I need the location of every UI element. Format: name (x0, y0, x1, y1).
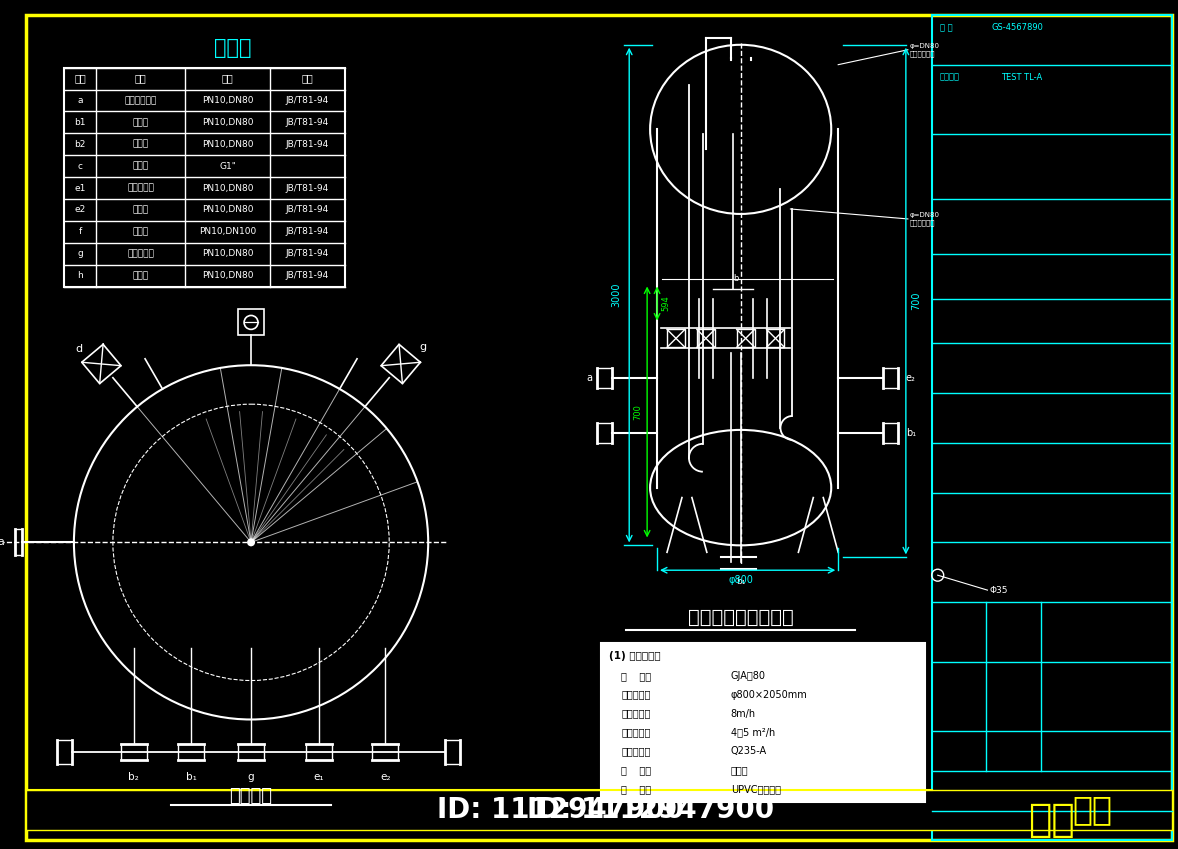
Text: b2: b2 (74, 140, 86, 149)
Text: PN10,DN80: PN10,DN80 (201, 96, 253, 105)
Text: 机械过滤装置工艺图: 机械过滤装置工艺图 (688, 608, 794, 627)
Text: ID: 1112947900: ID: 1112947900 (527, 796, 774, 824)
Text: b1: b1 (74, 118, 86, 127)
Text: g: g (419, 342, 426, 352)
Text: 进水管: 进水管 (133, 118, 148, 127)
Text: 流 数: 流 数 (940, 23, 952, 32)
Bar (601, 643, 925, 802)
Text: 8m/h: 8m/h (730, 709, 756, 718)
Text: 配    置：: 配 置： (621, 784, 651, 794)
Text: PN10,DN80: PN10,DN80 (201, 205, 253, 215)
Text: b₂: b₂ (128, 773, 139, 782)
Text: 石英砂: 石英砂 (730, 765, 748, 775)
Text: e1: e1 (74, 183, 86, 193)
Bar (667, 329, 684, 347)
Bar (238, 310, 264, 335)
Text: JB/T81-94: JB/T81-94 (285, 271, 329, 280)
Text: PN10,DN80: PN10,DN80 (201, 118, 253, 127)
Text: h: h (77, 271, 82, 280)
Text: φ=DN80
简体材质规格: φ=DN80 简体材质规格 (909, 212, 940, 226)
Text: 型    号：: 型 号： (621, 671, 651, 681)
Text: b: b (733, 273, 739, 283)
Text: 名称: 名称 (134, 74, 146, 83)
Text: e₁: e₁ (313, 773, 324, 782)
Text: 594: 594 (661, 295, 670, 312)
Text: a: a (587, 374, 593, 383)
Text: 排水管: 排水管 (133, 140, 148, 149)
Text: JB/T81-94: JB/T81-94 (285, 250, 329, 258)
Text: JB/T81-94: JB/T81-94 (285, 228, 329, 236)
Text: G1": G1" (219, 161, 236, 171)
Text: PN10,DN80: PN10,DN80 (201, 183, 253, 193)
Text: 3000: 3000 (611, 283, 621, 306)
Text: 排气口: 排气口 (133, 161, 148, 171)
Text: JB/T81-94: JB/T81-94 (285, 205, 329, 215)
Text: 规格: 规格 (221, 74, 233, 83)
Text: 管口方位: 管口方位 (230, 787, 272, 805)
Text: 卸料口: 卸料口 (133, 228, 148, 236)
Text: PN10,DN80: PN10,DN80 (201, 271, 253, 280)
Text: b₁: b₁ (186, 773, 197, 782)
Text: 700: 700 (911, 291, 921, 310)
Text: c: c (78, 161, 82, 171)
Text: PN10,DN100: PN10,DN100 (199, 228, 257, 236)
Text: 运行流速：: 运行流速： (621, 709, 650, 718)
Text: JB/T81-94: JB/T81-94 (285, 118, 329, 127)
Bar (736, 329, 755, 347)
Text: 筒体材质：: 筒体材质： (621, 746, 650, 756)
Text: TEST TL-A: TEST TL-A (1001, 73, 1043, 82)
Text: 反洗出水口: 反洗出水口 (127, 250, 154, 258)
Circle shape (247, 538, 254, 547)
Bar (697, 329, 715, 347)
Text: 滤    料：: 滤 料： (621, 765, 651, 775)
Text: 设计流量：: 设计流量： (621, 728, 650, 738)
Text: 管口: 管口 (74, 74, 86, 83)
Bar (767, 329, 785, 347)
Text: Q235-A: Q235-A (730, 746, 767, 756)
Text: a: a (77, 96, 82, 105)
Text: JB/T81-94: JB/T81-94 (285, 183, 329, 193)
Bar (26, 790, 1172, 830)
Text: g: g (77, 250, 82, 258)
Text: PN10,DN80: PN10,DN80 (201, 250, 253, 258)
Text: 排污口: 排污口 (133, 271, 148, 280)
Text: φ800: φ800 (728, 575, 753, 585)
Text: 700: 700 (633, 404, 642, 420)
Text: g: g (247, 773, 254, 782)
Text: 知来: 知来 (1027, 801, 1074, 839)
Text: f: f (78, 228, 81, 236)
Text: e₂: e₂ (380, 773, 391, 782)
Text: UPVC操作阀组: UPVC操作阀组 (730, 784, 781, 794)
Text: φ800×2050mm: φ800×2050mm (730, 689, 807, 700)
Text: φ=DN80
封头材质图样: φ=DN80 封头材质图样 (909, 43, 940, 57)
Text: JB/T81-94: JB/T81-94 (285, 96, 329, 105)
Text: 外型尺寸：: 外型尺寸： (621, 689, 650, 700)
Text: 管口表: 管口表 (214, 38, 252, 58)
Text: 压缩空气进口: 压缩空气进口 (125, 96, 157, 105)
Text: 4～5 m²/h: 4～5 m²/h (730, 728, 775, 738)
Text: b₁: b₁ (906, 428, 916, 438)
Bar (932, 15, 1172, 840)
Text: PN10,DN80: PN10,DN80 (201, 140, 253, 149)
Text: b₁: b₁ (736, 577, 746, 586)
Text: e₂: e₂ (906, 374, 915, 383)
Text: GJA－80: GJA－80 (730, 671, 766, 681)
Text: 审核单位: 审核单位 (940, 73, 960, 82)
Text: Φ35: Φ35 (990, 586, 1008, 594)
Text: d: d (75, 344, 82, 354)
Text: GS-4567890: GS-4567890 (992, 23, 1044, 32)
Text: 标准: 标准 (302, 74, 313, 83)
Text: 出水管: 出水管 (133, 205, 148, 215)
Text: (1) 机械过滤器: (1) 机械过滤器 (609, 651, 661, 661)
Text: JB/T81-94: JB/T81-94 (285, 140, 329, 149)
Text: 知来: 知来 (1072, 794, 1112, 827)
Text: e2: e2 (74, 205, 86, 215)
Bar (64, 68, 345, 287)
Text: a: a (0, 537, 5, 548)
Text: 反洗进水口: 反洗进水口 (127, 183, 154, 193)
Text: ID: 1112947900: ID: 1112947900 (437, 796, 684, 824)
